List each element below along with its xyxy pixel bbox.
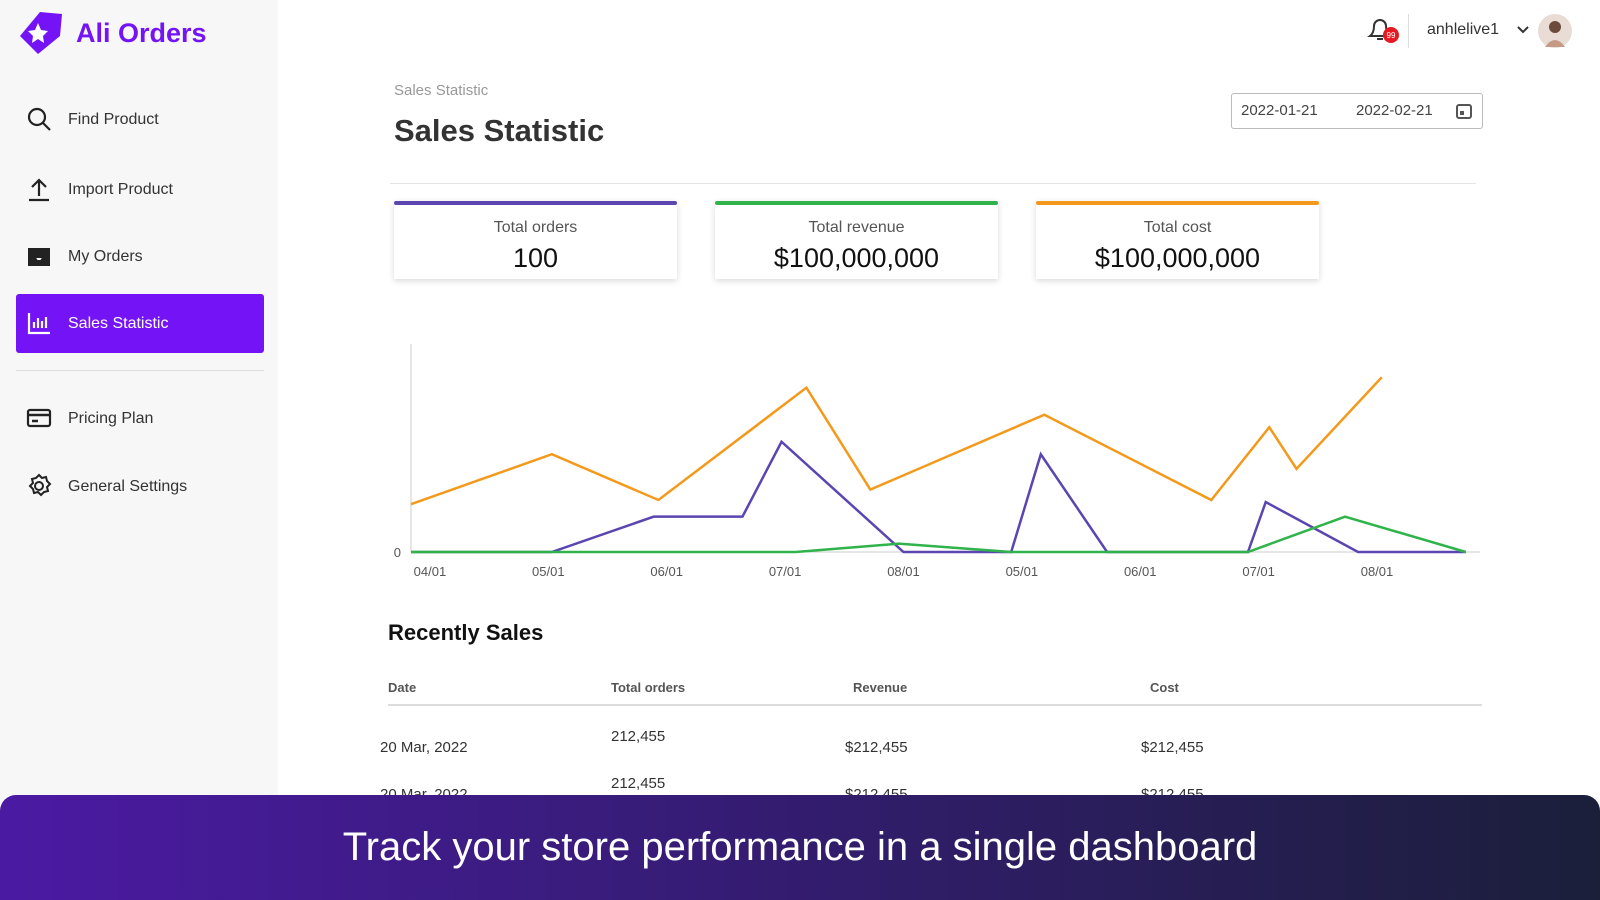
- line-series: [411, 515, 1467, 554]
- column-header: Revenue: [853, 680, 908, 695]
- table-cell: 212,455: [611, 728, 666, 745]
- bell-icon[interactable]: 99: [1364, 14, 1400, 46]
- column-header: Total orders: [611, 680, 686, 695]
- nav-item[interactable]: My Orders: [16, 227, 264, 286]
- nav-label: Find Product: [68, 110, 159, 128]
- nav-icon: [26, 408, 52, 427]
- nav-item[interactable]: General Settings: [16, 457, 264, 516]
- avatar[interactable]: [1537, 13, 1573, 49]
- nav-item[interactable]: Sales Statistic: [16, 294, 264, 353]
- date-from: 2022-01-21: [1241, 102, 1318, 119]
- card-value: $100,000,000: [1094, 243, 1261, 273]
- table-cell: $212,455: [845, 739, 908, 756]
- breadcrumb: Sales Statistic: [394, 82, 489, 99]
- badge: 99: [1387, 31, 1396, 40]
- x-tick-label: 08/01: [1361, 564, 1394, 579]
- column-header: Date: [388, 680, 417, 695]
- logo: [20, 12, 62, 54]
- nav-icon: [28, 247, 50, 266]
- nav-label: Import Product: [68, 180, 173, 198]
- nav-icon: [27, 312, 50, 334]
- table-title: Recently Sales: [388, 620, 544, 645]
- nav-label: Pricing Plan: [68, 409, 154, 427]
- nav-item[interactable]: Find Product: [16, 90, 264, 149]
- x-tick-label: 05/01: [532, 564, 565, 579]
- line-series: [410, 376, 1383, 506]
- nav-icon: [28, 473, 52, 496]
- column-header: Cost: [1150, 680, 1179, 695]
- card-accent: [394, 201, 677, 205]
- stat-card: Total revenue $100,000,000: [715, 201, 998, 279]
- card-accent: [1036, 201, 1319, 205]
- nav-icon: [27, 107, 51, 131]
- divider: [16, 370, 264, 371]
- nav-item[interactable]: Import Product: [16, 160, 264, 219]
- brand: Ali Orders: [76, 18, 207, 48]
- card-accent: [715, 201, 998, 205]
- page-title: Sales Statistic: [394, 113, 605, 148]
- table-cell: $212,455: [1141, 739, 1204, 756]
- username[interactable]: anhlelive1: [1427, 21, 1500, 38]
- nav-label: General Settings: [68, 477, 188, 495]
- separator: [1408, 14, 1409, 48]
- date-to: 2022-02-21: [1356, 102, 1433, 119]
- card-label: Total cost: [1143, 219, 1212, 236]
- table-cell: 212,455: [611, 775, 666, 792]
- calendar-icon: [1456, 104, 1472, 119]
- nav-label: My Orders: [68, 247, 143, 265]
- stat-card: Total orders 100: [394, 201, 677, 279]
- x-tick-label: 06/01: [650, 564, 683, 579]
- x-tick-label: 07/01: [769, 564, 802, 579]
- x-tick-label: 05/01: [1006, 564, 1039, 579]
- card-value: 100: [512, 243, 559, 273]
- stat-card: Total cost $100,000,000: [1036, 201, 1319, 279]
- card-label: Total orders: [493, 219, 578, 236]
- x-tick-label: 04/01: [414, 564, 447, 579]
- sidebar: Ali Orders Find Product Import Product My …: [0, 0, 278, 900]
- y-tick-label: 0: [394, 545, 401, 560]
- chevron[interactable]: [1515, 22, 1531, 38]
- card-value: $100,000,000: [773, 243, 940, 273]
- line-chart: 0 04/01 05/01 06/01 07/01 08/01 05/01 06/01 07/0…: [394, 344, 1480, 579]
- table-cell: 20 Mar, 2022: [380, 739, 468, 756]
- nav-icon: [29, 177, 49, 201]
- card-label: Total revenue: [808, 219, 905, 236]
- caption-banner: Track your store performance in a single…: [0, 795, 1600, 900]
- x-tick-label: 08/01: [887, 564, 920, 579]
- divider: [390, 183, 1476, 184]
- x-tick-label: 07/01: [1242, 564, 1275, 579]
- table-rule: [388, 704, 1482, 706]
- x-tick-label: 06/01: [1124, 564, 1157, 579]
- date-range[interactable]: 2022-01-21 2022-02-21: [1231, 93, 1483, 129]
- nav-item[interactable]: Pricing Plan: [16, 389, 264, 448]
- nav-label: Sales Statistic: [68, 314, 169, 332]
